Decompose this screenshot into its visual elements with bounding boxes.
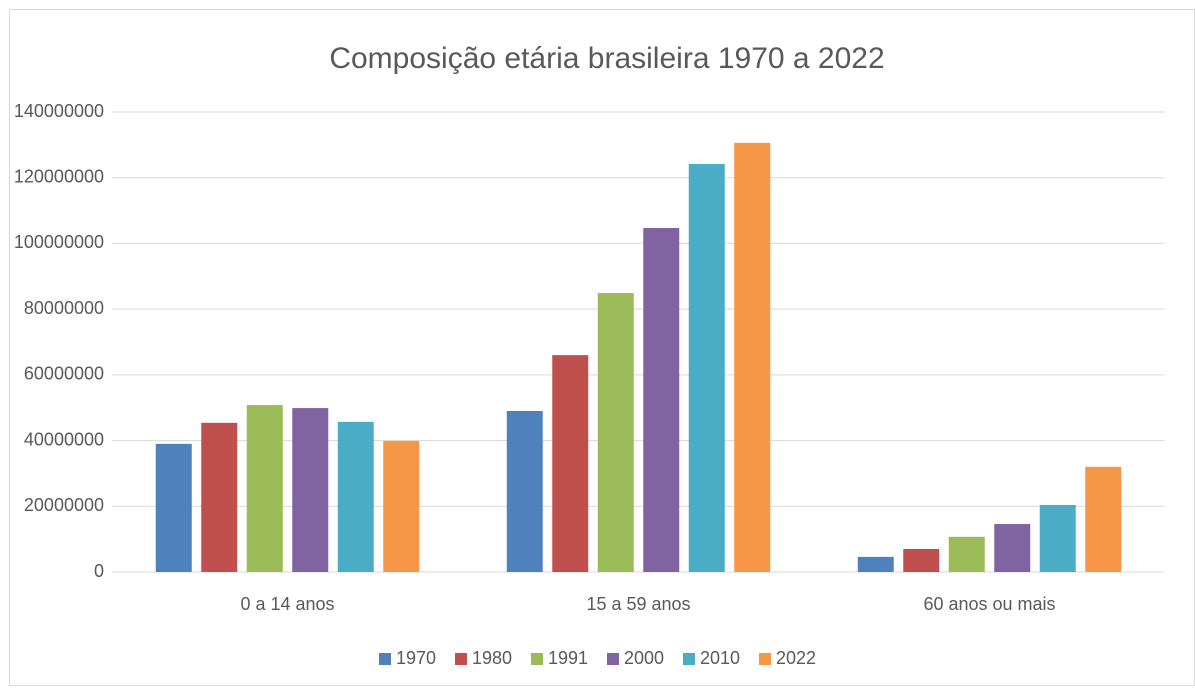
bar bbox=[246, 405, 283, 572]
bar bbox=[688, 163, 725, 572]
bar bbox=[506, 411, 543, 572]
legend-label: 2010 bbox=[700, 648, 740, 668]
y-tick-label: 60000000 bbox=[24, 364, 104, 384]
y-tick-label: 100000000 bbox=[14, 232, 104, 252]
legend-swatch bbox=[531, 653, 543, 665]
bar bbox=[552, 355, 589, 572]
y-tick-label: 20000000 bbox=[24, 495, 104, 515]
bar bbox=[155, 443, 192, 572]
bar bbox=[857, 556, 894, 572]
bar bbox=[292, 408, 329, 572]
bar bbox=[597, 293, 634, 572]
bar bbox=[1085, 466, 1122, 572]
x-tick-label: 15 a 59 anos bbox=[586, 594, 690, 614]
legend-label: 2022 bbox=[776, 648, 816, 668]
bar bbox=[734, 142, 771, 572]
bar bbox=[903, 549, 940, 572]
bar bbox=[994, 524, 1031, 572]
bar bbox=[201, 422, 238, 572]
legend-label: 2000 bbox=[624, 648, 664, 668]
legend-swatch bbox=[759, 653, 771, 665]
y-tick-label: 0 bbox=[94, 561, 104, 581]
legend-swatch bbox=[379, 653, 391, 665]
legend-swatch bbox=[683, 653, 695, 665]
y-tick-label: 80000000 bbox=[24, 298, 104, 318]
bar bbox=[383, 440, 420, 572]
legend-swatch bbox=[455, 653, 467, 665]
y-tick-label: 140000000 bbox=[14, 101, 104, 121]
legend-label: 1980 bbox=[472, 648, 512, 668]
bar bbox=[948, 536, 985, 572]
chart-title: Composição etária brasileira 1970 a 2022 bbox=[329, 42, 884, 75]
legend-label: 1991 bbox=[548, 648, 588, 668]
bar bbox=[1039, 504, 1076, 572]
bar bbox=[643, 227, 680, 572]
bar bbox=[337, 421, 374, 572]
legend-swatch bbox=[607, 653, 619, 665]
x-tick-label: 0 a 14 anos bbox=[240, 594, 334, 614]
legend-label: 1970 bbox=[396, 648, 436, 668]
y-tick-label: 120000000 bbox=[14, 166, 104, 186]
x-tick-label: 60 anos ou mais bbox=[923, 594, 1055, 614]
y-tick-label: 40000000 bbox=[24, 429, 104, 449]
